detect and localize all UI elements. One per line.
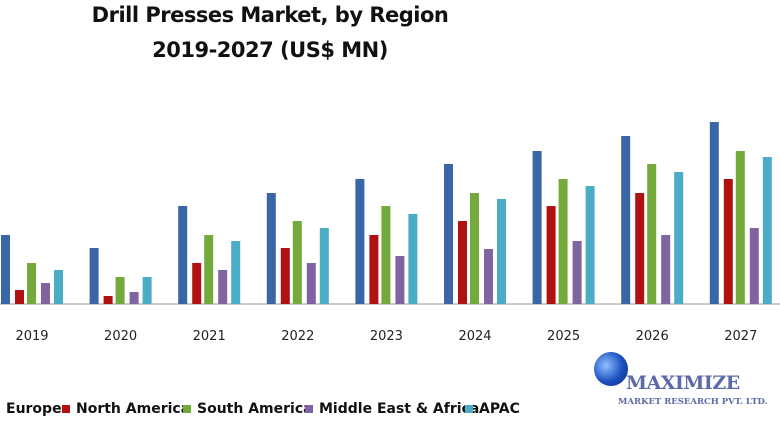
bar-middle-east-africa-2020 <box>129 292 139 304</box>
bar-north-america-2027 <box>723 179 733 304</box>
bar-north-america-2023 <box>369 235 379 304</box>
legend-item: Middle East & Africa <box>305 401 479 417</box>
legend-label: Middle East & Africa <box>319 401 480 417</box>
bar-europe-2019 <box>1 235 10 304</box>
bar-apac-2022 <box>319 228 329 304</box>
bar-middle-east-africa-2026 <box>661 235 671 304</box>
bar-north-america-2025 <box>546 206 556 304</box>
bar-apac-2026 <box>674 172 684 304</box>
bar-europe-2020 <box>89 248 99 304</box>
bar-south-america-2021 <box>204 235 214 304</box>
logo-name: MAXIMIZE <box>626 372 740 394</box>
legend-item: South America <box>183 401 313 417</box>
x-tick-label: 2026 <box>636 329 669 344</box>
legend-item: APAC <box>465 401 520 417</box>
bar-south-america-2024 <box>470 193 479 304</box>
bar-middle-east-africa-2021 <box>218 270 228 304</box>
legend-label: South America <box>197 401 313 417</box>
bar-north-america-2020 <box>103 296 113 304</box>
bar-south-america-2020 <box>115 277 125 304</box>
bar-apac-2019 <box>54 270 63 304</box>
x-tick-label: 2021 <box>193 329 226 344</box>
chart-subtitle: 2019-2027 (US$ MN) <box>152 38 388 62</box>
bar-europe-2022 <box>266 193 276 304</box>
bar-apac-2025 <box>585 186 595 304</box>
bar-south-america-2019 <box>27 263 36 304</box>
maximize-logo: MAXIMIZE MARKET RESEARCH PVT. LTD. <box>588 347 778 422</box>
logo-tagline: MARKET RESEARCH PVT. LTD. <box>618 397 768 407</box>
bar-europe-2027 <box>709 122 719 304</box>
x-tick-label: 2023 <box>370 329 403 344</box>
bar-south-america-2023 <box>381 206 391 304</box>
bar-south-america-2022 <box>292 221 302 304</box>
x-tick-label: 2022 <box>281 329 314 344</box>
bar-middle-east-africa-2027 <box>749 228 759 304</box>
bar-north-america-2022 <box>280 248 290 304</box>
legend-swatch <box>465 405 473 413</box>
legend-label: Europe <box>6 401 62 417</box>
bar-middle-east-africa-2023 <box>395 256 405 304</box>
x-tick-label: 2027 <box>724 329 757 344</box>
legend-swatch <box>183 405 191 413</box>
bar-apac-2020 <box>142 277 152 304</box>
legend-swatch <box>62 405 70 413</box>
bar-apac-2024 <box>497 199 506 304</box>
bar-apac-2021 <box>231 241 241 304</box>
bar-europe-2024 <box>444 164 453 304</box>
bar-middle-east-africa-2025 <box>572 241 582 304</box>
bar-south-america-2027 <box>735 151 745 304</box>
bar-north-america-2021 <box>192 263 202 304</box>
legend-label: North America <box>76 401 191 417</box>
bar-middle-east-africa-2019 <box>41 283 50 304</box>
bar-apac-2023 <box>408 214 418 304</box>
bar-europe-2021 <box>178 206 188 304</box>
bar-europe-2026 <box>621 136 631 304</box>
legend-item: Europe <box>0 401 62 417</box>
bar-europe-2023 <box>355 179 365 304</box>
bar-south-america-2025 <box>558 179 568 304</box>
legend-item: North America <box>62 401 190 417</box>
legend-swatch <box>305 405 313 413</box>
bar-middle-east-africa-2024 <box>484 249 493 304</box>
x-tick-label: 2024 <box>458 329 491 344</box>
bar-north-america-2019 <box>15 290 24 304</box>
legend-label: APAC <box>479 401 520 417</box>
bar-apac-2027 <box>762 157 772 304</box>
bar-north-america-2026 <box>635 193 645 304</box>
x-tick-label: 2019 <box>15 329 48 344</box>
chart-title: Drill Presses Market, by Region <box>91 3 449 27</box>
bar-middle-east-africa-2022 <box>306 263 316 304</box>
bar-europe-2025 <box>532 151 542 304</box>
bar-north-america-2024 <box>458 221 467 304</box>
x-tick-label: 2020 <box>104 329 137 344</box>
x-tick-label: 2025 <box>547 329 580 344</box>
bar-south-america-2026 <box>647 164 657 304</box>
